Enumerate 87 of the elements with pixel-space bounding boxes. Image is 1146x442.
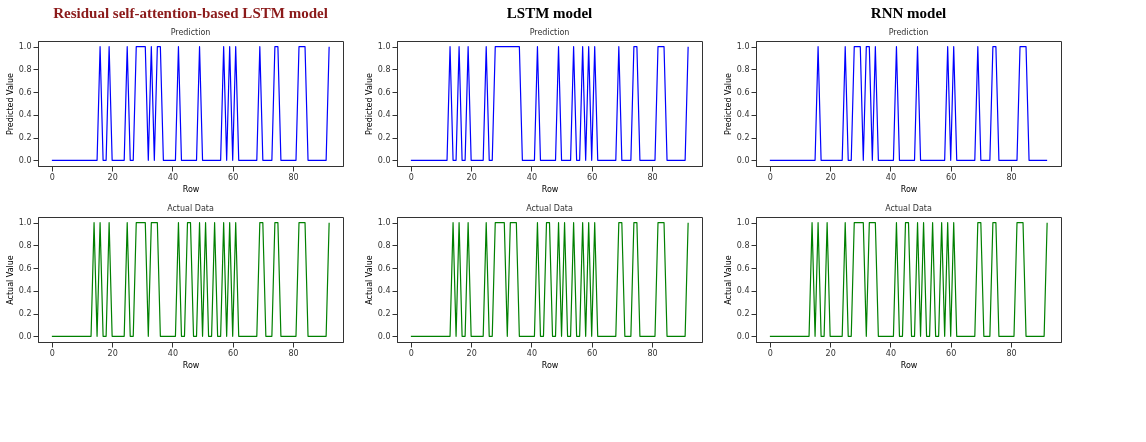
- y-tick-label: 0.2: [18, 309, 32, 319]
- x-tick-label: 20: [825, 348, 836, 358]
- x-tick-label: 40: [526, 172, 538, 182]
- x-tick-label: 80: [1006, 172, 1017, 182]
- chart-title: Residual self-attention-based LSTM model: [53, 5, 328, 21]
- y-tick-label: 0.2: [377, 133, 391, 143]
- y-tick-label: 0.0: [736, 155, 750, 165]
- x-tick-label: 40: [526, 348, 538, 358]
- x-tick-label: 60: [946, 172, 957, 182]
- x-tick-label: 40: [885, 348, 897, 358]
- y-tick-label: 1.0: [736, 218, 750, 228]
- x-tick-label: 40: [885, 172, 897, 182]
- y-tick-label: 1.0: [377, 42, 391, 52]
- y-axis-title: Actual Value: [723, 255, 733, 305]
- y-tick-label: 0.2: [18, 133, 32, 143]
- x-tick-label: 60: [587, 172, 598, 182]
- y-tick-label: 0.8: [18, 240, 32, 250]
- x-tick-label: 20: [107, 172, 118, 182]
- x-tick-label: 0: [767, 172, 773, 182]
- y-tick-label: 0.6: [377, 87, 391, 97]
- x-tick-label: 0: [49, 172, 55, 182]
- y-tick-label: 0.0: [736, 331, 750, 341]
- y-tick-label: 1.0: [736, 42, 750, 52]
- y-tick-label: 0.0: [377, 155, 391, 165]
- y-tick-label: 0.4: [18, 286, 32, 296]
- x-tick-label: 0: [408, 348, 414, 358]
- y-tick-label: 1.0: [377, 218, 391, 228]
- y-tick-label: 0.4: [18, 110, 32, 120]
- chart-title: Actual Data: [885, 204, 932, 213]
- x-tick-label: 20: [825, 172, 836, 182]
- x-tick-label: 0: [49, 348, 55, 358]
- chart-subtitle: Prediction: [170, 28, 211, 37]
- y-tick-label: 0.8: [736, 64, 750, 74]
- y-tick-label: 0.6: [736, 263, 750, 273]
- x-tick-label: 60: [228, 348, 239, 358]
- y-axis-title: Predicted Value: [364, 72, 374, 136]
- chart-title: Actual Data: [526, 204, 573, 213]
- y-tick-label: 0.2: [736, 133, 750, 143]
- x-axis-title: Row: [541, 360, 559, 370]
- y-tick-label: 0.8: [736, 240, 750, 250]
- x-tick-label: 20: [466, 348, 477, 358]
- x-tick-label: 80: [647, 348, 658, 358]
- y-tick-label: 0.4: [377, 110, 391, 120]
- y-tick-label: 1.0: [18, 42, 32, 52]
- y-tick-label: 0.4: [377, 286, 391, 296]
- x-axis-title: Row: [182, 184, 200, 194]
- x-tick-label: 20: [107, 348, 118, 358]
- y-tick-label: 0.0: [18, 331, 32, 341]
- chart-subtitle: Prediction: [529, 28, 570, 37]
- x-tick-label: 80: [1006, 348, 1017, 358]
- x-tick-label: 0: [408, 172, 414, 182]
- y-tick-label: 0.8: [377, 240, 391, 250]
- x-axis-title: Row: [182, 360, 200, 370]
- y-tick-label: 0.2: [377, 309, 391, 319]
- chart-title: LSTM model: [506, 5, 593, 21]
- x-tick-label: 40: [167, 172, 179, 182]
- y-tick-label: 0.0: [377, 331, 391, 341]
- y-tick-label: 0.4: [736, 110, 750, 120]
- x-axis-title: Row: [541, 184, 559, 194]
- x-tick-label: 0: [767, 348, 773, 358]
- x-tick-label: 60: [946, 348, 957, 358]
- y-tick-label: 0.6: [18, 87, 32, 97]
- x-tick-label: 80: [288, 172, 299, 182]
- chart-subtitle: Prediction: [888, 28, 929, 37]
- chart-title: RNN model: [870, 5, 947, 21]
- y-tick-label: 0.8: [377, 64, 391, 74]
- x-tick-label: 60: [587, 348, 598, 358]
- x-axis-title: Row: [900, 360, 918, 370]
- y-tick-label: 0.6: [377, 263, 391, 273]
- y-axis-title: Actual Value: [364, 255, 374, 305]
- x-axis-title: Row: [900, 184, 918, 194]
- y-tick-label: 1.0: [18, 218, 32, 228]
- y-tick-label: 0.6: [18, 263, 32, 273]
- y-tick-label: 0.8: [18, 64, 32, 74]
- y-tick-label: 0.4: [736, 286, 750, 296]
- chart-title: Actual Data: [167, 204, 214, 213]
- y-tick-label: 0.0: [18, 155, 32, 165]
- y-tick-label: 0.2: [736, 309, 750, 319]
- x-tick-label: 20: [466, 172, 477, 182]
- y-axis-title: Predicted Value: [5, 72, 15, 136]
- x-tick-label: 40: [167, 348, 179, 358]
- x-tick-label: 80: [288, 348, 299, 358]
- y-axis-title: Predicted Value: [723, 72, 733, 136]
- x-tick-label: 60: [228, 172, 239, 182]
- y-tick-label: 0.6: [736, 87, 750, 97]
- x-tick-label: 80: [647, 172, 658, 182]
- y-axis-title: Actual Value: [5, 255, 15, 305]
